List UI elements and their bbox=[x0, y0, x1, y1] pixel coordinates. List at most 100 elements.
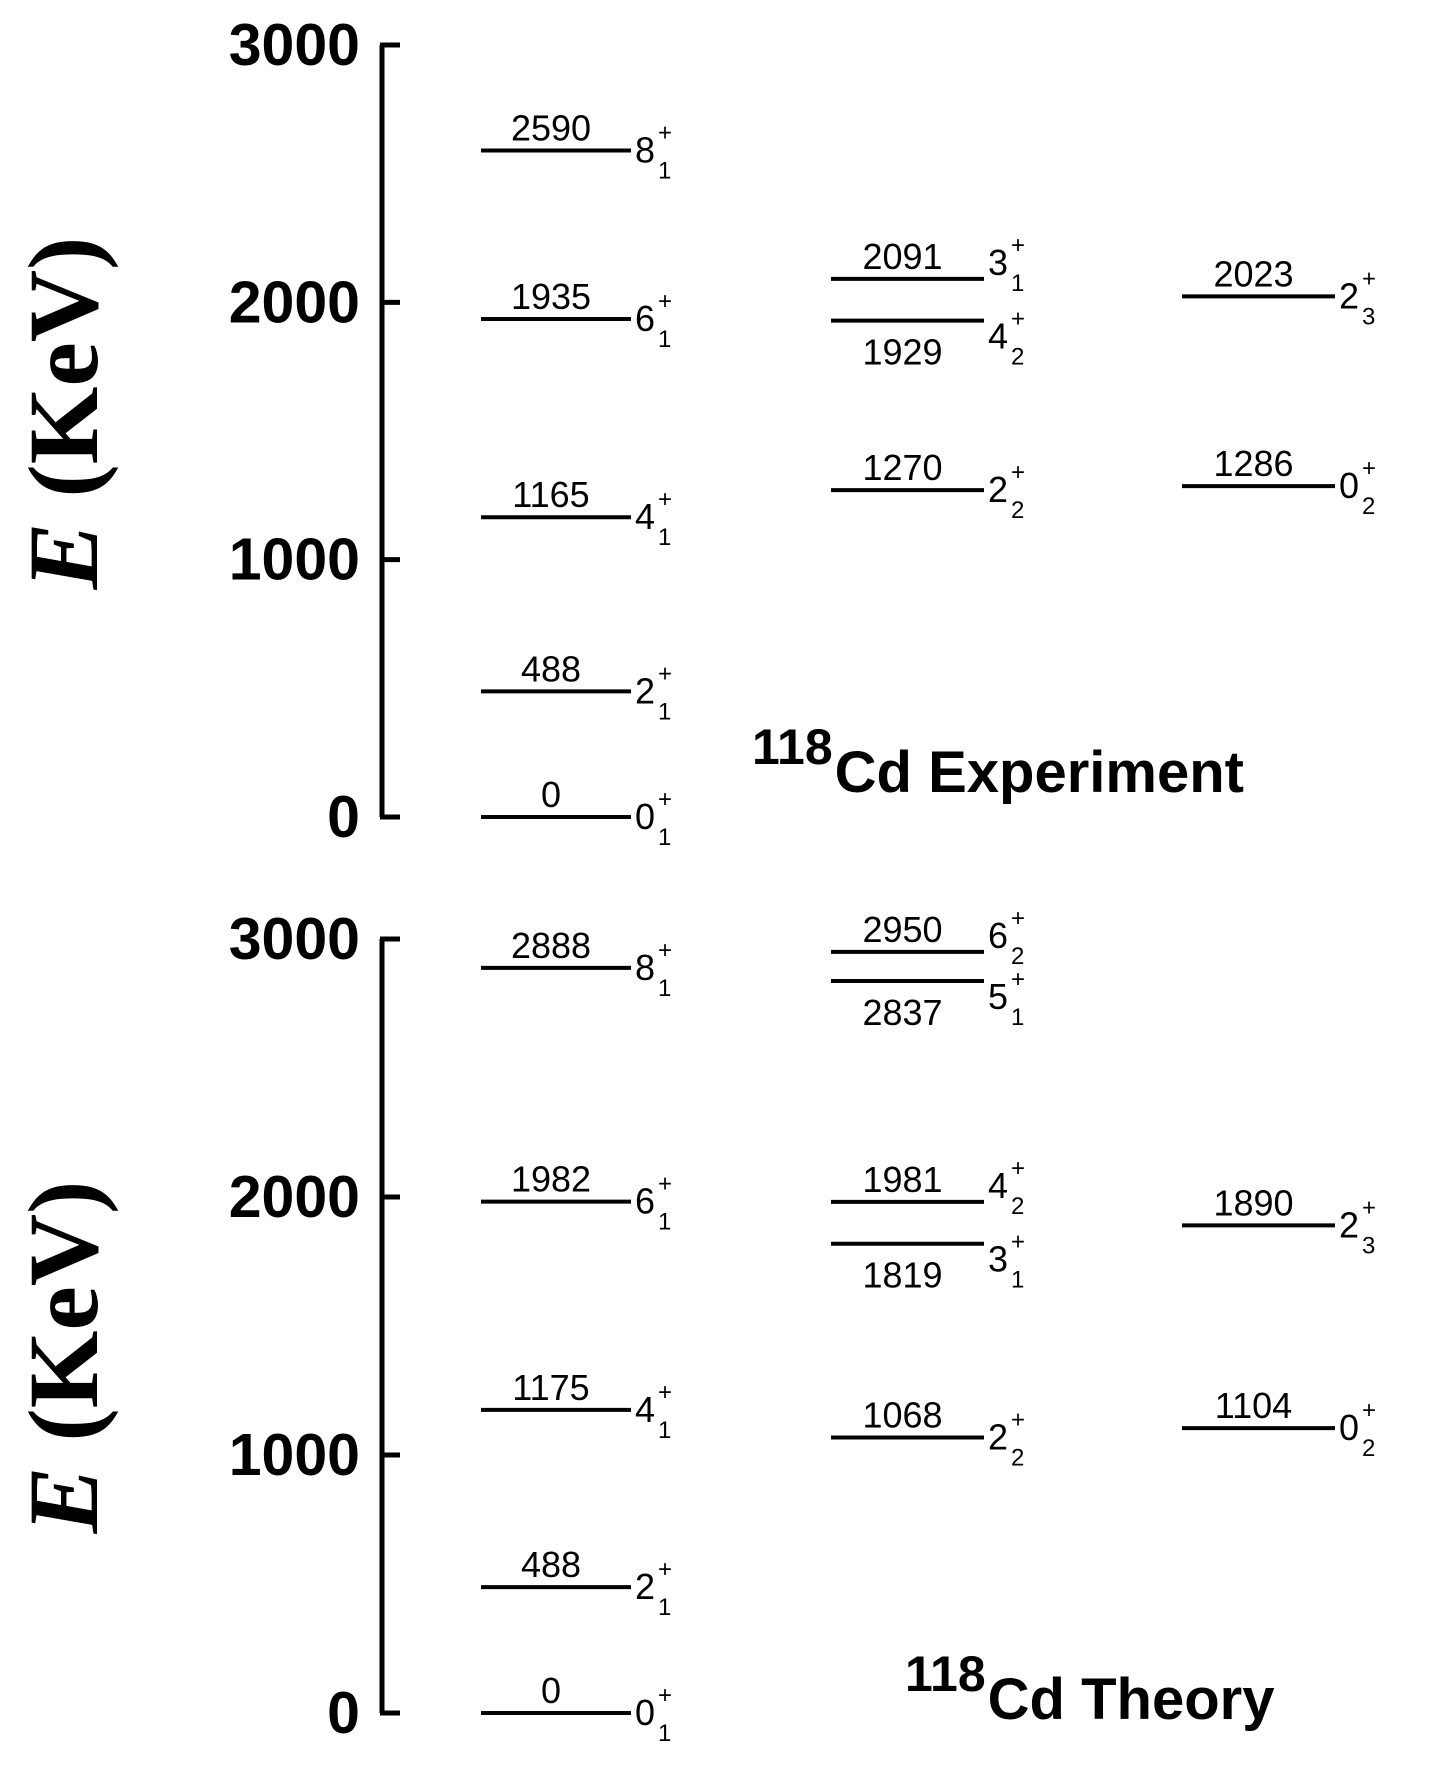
energy-label: 488 bbox=[521, 648, 581, 689]
parity-label: + bbox=[658, 486, 672, 513]
parity-label: + bbox=[1362, 1397, 1376, 1424]
y-axis-symbol: E bbox=[8, 523, 119, 591]
energy-label: 2950 bbox=[862, 909, 942, 950]
level-index: 2 bbox=[1011, 943, 1024, 970]
energy-label: 2023 bbox=[1213, 253, 1293, 294]
energy-label: 1104 bbox=[1215, 1385, 1292, 1426]
y-tick-label: 1000 bbox=[229, 1422, 360, 1488]
y-axis-symbol: E bbox=[8, 1467, 119, 1535]
level-index: 1 bbox=[658, 975, 671, 1002]
parity-label: + bbox=[1011, 459, 1025, 486]
level-index: 2 bbox=[1011, 344, 1024, 371]
level-index: 1 bbox=[658, 1417, 671, 1444]
energy-label: 1982 bbox=[511, 1159, 591, 1200]
y-axis-unit: (KeV) bbox=[8, 1181, 119, 1442]
energy-label: 1175 bbox=[512, 1367, 589, 1408]
y-tick-label: 1000 bbox=[229, 527, 360, 593]
parity-label: + bbox=[658, 1171, 672, 1198]
level-index: 3 bbox=[1362, 303, 1375, 330]
energy-label: 1819 bbox=[862, 1255, 942, 1296]
parity-label: + bbox=[658, 1379, 672, 1406]
spin-label: 4 bbox=[635, 496, 655, 537]
level-index: 1 bbox=[658, 824, 671, 851]
level-index: 2 bbox=[1362, 493, 1375, 520]
parity-label: + bbox=[1011, 306, 1025, 333]
energy-label: 1165 bbox=[512, 474, 589, 515]
y-tick-label: 2000 bbox=[229, 269, 360, 335]
level-index: 1 bbox=[658, 326, 671, 353]
parity-label: + bbox=[658, 786, 672, 813]
level-index: 1 bbox=[658, 1720, 671, 1747]
spin-label: 3 bbox=[988, 242, 1008, 283]
spin-label: 0 bbox=[1339, 1407, 1359, 1448]
energy-label: 0 bbox=[541, 1670, 561, 1711]
energy-label: 0 bbox=[541, 774, 561, 815]
spin-label: 4 bbox=[988, 316, 1008, 357]
y-tick-label: 0 bbox=[327, 784, 360, 850]
energy-label: 2888 bbox=[511, 925, 591, 966]
y-tick-label: 2000 bbox=[229, 1164, 360, 1230]
level-index: 1 bbox=[658, 698, 671, 725]
spin-label: 3 bbox=[988, 1239, 1008, 1280]
energy-label: 1929 bbox=[862, 332, 942, 373]
energy-label: 1981 bbox=[862, 1159, 942, 1200]
energy-label: 1935 bbox=[511, 276, 591, 317]
level-index: 1 bbox=[1011, 1267, 1024, 1294]
level-index: 1 bbox=[658, 1594, 671, 1621]
spin-label: 2 bbox=[635, 1566, 655, 1607]
parity-label: + bbox=[658, 1556, 672, 1583]
parity-label: + bbox=[1011, 905, 1025, 932]
spin-label: 0 bbox=[635, 796, 655, 837]
spin-label: 8 bbox=[635, 130, 655, 171]
parity-label: + bbox=[1011, 232, 1025, 259]
spin-label: 2 bbox=[635, 670, 655, 711]
spin-label: 0 bbox=[635, 1692, 655, 1733]
y-axis-label: E (KeV) bbox=[8, 237, 119, 591]
energy-label: 1068 bbox=[862, 1394, 942, 1435]
spin-label: 4 bbox=[635, 1389, 655, 1430]
level-index: 1 bbox=[658, 524, 671, 551]
y-tick-label: 3000 bbox=[229, 906, 360, 972]
chart-title: Cd Experiment bbox=[835, 740, 1244, 805]
level-index: 1 bbox=[658, 158, 671, 185]
energy-label: 2091 bbox=[862, 236, 942, 277]
energy-label: 1286 bbox=[1213, 443, 1293, 484]
parity-label: + bbox=[658, 120, 672, 147]
parity-label: + bbox=[658, 1682, 672, 1709]
parity-label: + bbox=[658, 660, 672, 687]
spin-label: 6 bbox=[988, 915, 1008, 956]
parity-label: + bbox=[1362, 1194, 1376, 1221]
spin-label: 2 bbox=[1339, 1204, 1359, 1245]
level-index: 3 bbox=[1362, 1232, 1375, 1259]
level-index: 1 bbox=[658, 1209, 671, 1236]
energy-label: 1270 bbox=[862, 447, 942, 488]
level-index: 2 bbox=[1362, 1435, 1375, 1462]
spin-label: 6 bbox=[635, 1181, 655, 1222]
level-index: 2 bbox=[1011, 1444, 1024, 1471]
parity-label: + bbox=[658, 288, 672, 315]
spin-label: 8 bbox=[635, 947, 655, 988]
parity-label: + bbox=[1011, 966, 1025, 993]
level-index: 2 bbox=[1011, 1193, 1024, 1220]
level-index: 2 bbox=[1011, 497, 1024, 524]
energy-label: 1890 bbox=[1213, 1182, 1293, 1223]
parity-label: + bbox=[658, 937, 672, 964]
energy-label: 2590 bbox=[511, 108, 591, 149]
spin-label: 5 bbox=[988, 976, 1008, 1017]
energy-label: 2837 bbox=[862, 992, 942, 1033]
y-axis-unit bbox=[8, 498, 119, 523]
spin-label: 2 bbox=[1339, 275, 1359, 316]
level-index: 1 bbox=[1011, 270, 1024, 297]
spin-label: 6 bbox=[635, 298, 655, 339]
parity-label: + bbox=[1011, 1155, 1025, 1182]
y-axis-unit: (KeV) bbox=[8, 237, 119, 498]
y-tick-label: 3000 bbox=[229, 12, 360, 78]
chart-title: Cd Theory bbox=[988, 1667, 1275, 1732]
spin-label: 0 bbox=[1339, 465, 1359, 506]
parity-label: + bbox=[1011, 1229, 1025, 1256]
title-mass: 118 bbox=[905, 1646, 986, 1702]
level-index: 1 bbox=[1011, 1004, 1024, 1031]
title-mass: 118 bbox=[752, 719, 833, 775]
energy-label: 488 bbox=[521, 1544, 581, 1585]
y-axis-unit bbox=[8, 1442, 119, 1467]
